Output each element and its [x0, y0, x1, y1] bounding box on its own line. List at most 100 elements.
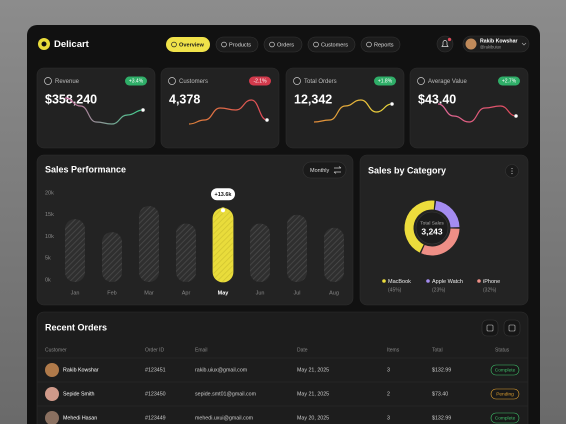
nav-pill[interactable]	[166, 37, 210, 52]
status-text: Pending	[496, 392, 514, 398]
legend-label: MacBook	[388, 279, 411, 285]
sparkline-dot	[140, 107, 146, 113]
bar	[102, 232, 122, 282]
legend-dot	[426, 279, 430, 283]
y-tick-label: 10k	[45, 234, 54, 240]
stat-card	[285, 67, 405, 149]
nav-pill[interactable]	[263, 36, 303, 53]
stat-badge	[498, 76, 520, 86]
nav-label: Customers	[321, 42, 348, 48]
bar	[176, 223, 196, 282]
avatar	[45, 363, 59, 377]
nav-pill[interactable]	[307, 36, 356, 53]
period-label: Monthly	[310, 168, 330, 174]
x-tick-label: Jun	[256, 290, 265, 296]
x-tick-label: Apr	[182, 290, 191, 296]
stat-badge-text: +2.7%	[502, 79, 517, 85]
stat-icon	[44, 77, 52, 85]
nav-icon	[221, 41, 227, 48]
y-tick-label: 20k	[45, 190, 54, 196]
cell: May 21, 2025	[297, 368, 329, 374]
brand: Delicart	[54, 39, 90, 50]
sparkline-dot	[264, 117, 270, 123]
cell: Mehedi Hasan	[63, 416, 97, 422]
sparkline	[64, 97, 144, 125]
stat-badge-text: +1.8%	[378, 79, 393, 85]
stat-value: 4,378	[169, 92, 200, 106]
cell: sepide.smt01@gmail.com	[195, 392, 257, 398]
donut-segment	[421, 228, 460, 256]
nav-icon	[269, 41, 275, 48]
nav-icon	[366, 41, 372, 48]
stat-label: Total Orders	[304, 79, 337, 85]
cell: $73.40	[432, 392, 448, 398]
avatar	[45, 411, 59, 424]
stat-value: $358,240	[45, 92, 97, 106]
y-tick-label: 5k	[45, 256, 51, 262]
stat-icon	[293, 77, 301, 85]
content: Overview Products Orders Customers Reports Re…	[36, 36, 529, 424]
sparkline-dot	[513, 113, 519, 119]
nav-label: Overview	[179, 42, 205, 48]
column-header: Email	[195, 347, 208, 353]
stat-badge	[125, 76, 147, 86]
column-header: Total	[432, 347, 443, 353]
stat-label: Customers	[179, 79, 208, 85]
bar	[65, 219, 85, 282]
card-title: Sales by Category	[368, 165, 446, 175]
card-title: Recent Orders	[45, 322, 107, 332]
nav-icon	[171, 41, 177, 48]
x-tick-label: Jan	[71, 290, 80, 296]
bar	[250, 223, 270, 282]
donut-segment	[434, 200, 460, 228]
nav-label: Reports	[374, 42, 394, 48]
cell: #123450	[145, 392, 166, 398]
nav-pill[interactable]	[360, 36, 401, 53]
cell: Rakib Kowshar	[63, 368, 99, 374]
notification-dot	[447, 37, 452, 42]
legend-dot	[382, 279, 386, 283]
stat-card	[409, 67, 529, 149]
profile[interactable]	[462, 35, 530, 53]
nav-pill[interactable]	[215, 36, 259, 53]
icon-button[interactable]	[503, 319, 521, 337]
x-tick-label: Feb	[107, 290, 116, 296]
status-pill	[490, 364, 520, 376]
stat-value: $43.40	[418, 92, 456, 106]
center-value: 3,243	[421, 226, 443, 236]
stat-badge	[374, 76, 396, 86]
y-tick-label: 0k	[45, 277, 51, 283]
stat-badge-text: +3.4%	[129, 79, 144, 85]
sparkline	[437, 103, 517, 123]
period-select[interactable]	[302, 161, 347, 179]
cell: 3	[387, 416, 390, 422]
nav-label: Orders	[277, 42, 294, 48]
cell: Sepide Smith	[63, 392, 95, 398]
stat-card	[36, 67, 156, 149]
icon-button[interactable]	[481, 319, 499, 337]
avatar	[45, 387, 59, 401]
bar	[287, 214, 307, 282]
legend-value: (23%)	[432, 288, 446, 294]
stat-badge-text: -2.1%	[253, 79, 267, 85]
logo-inner	[41, 41, 47, 47]
stat-label: Revenue	[55, 79, 80, 85]
legend-value: (45%)	[388, 288, 402, 294]
legend-dot	[477, 279, 481, 283]
cell: 3	[387, 368, 390, 374]
x-tick-label: Aug	[329, 290, 339, 296]
sparkline-dot	[389, 101, 395, 107]
status-pill	[490, 388, 520, 400]
nav-label: Products	[229, 42, 251, 48]
bar-marker	[220, 207, 226, 214]
icon-glyph	[486, 324, 494, 332]
status-text: Complete	[495, 416, 516, 422]
stat-label: Average Value	[428, 79, 467, 85]
cell: mehedi.uxui@gmail.com	[195, 416, 254, 422]
legend-label: iPhone	[483, 279, 500, 285]
icon-glyph	[508, 324, 516, 332]
cell: May 21, 2025	[297, 392, 329, 398]
stat-badge	[249, 76, 271, 86]
